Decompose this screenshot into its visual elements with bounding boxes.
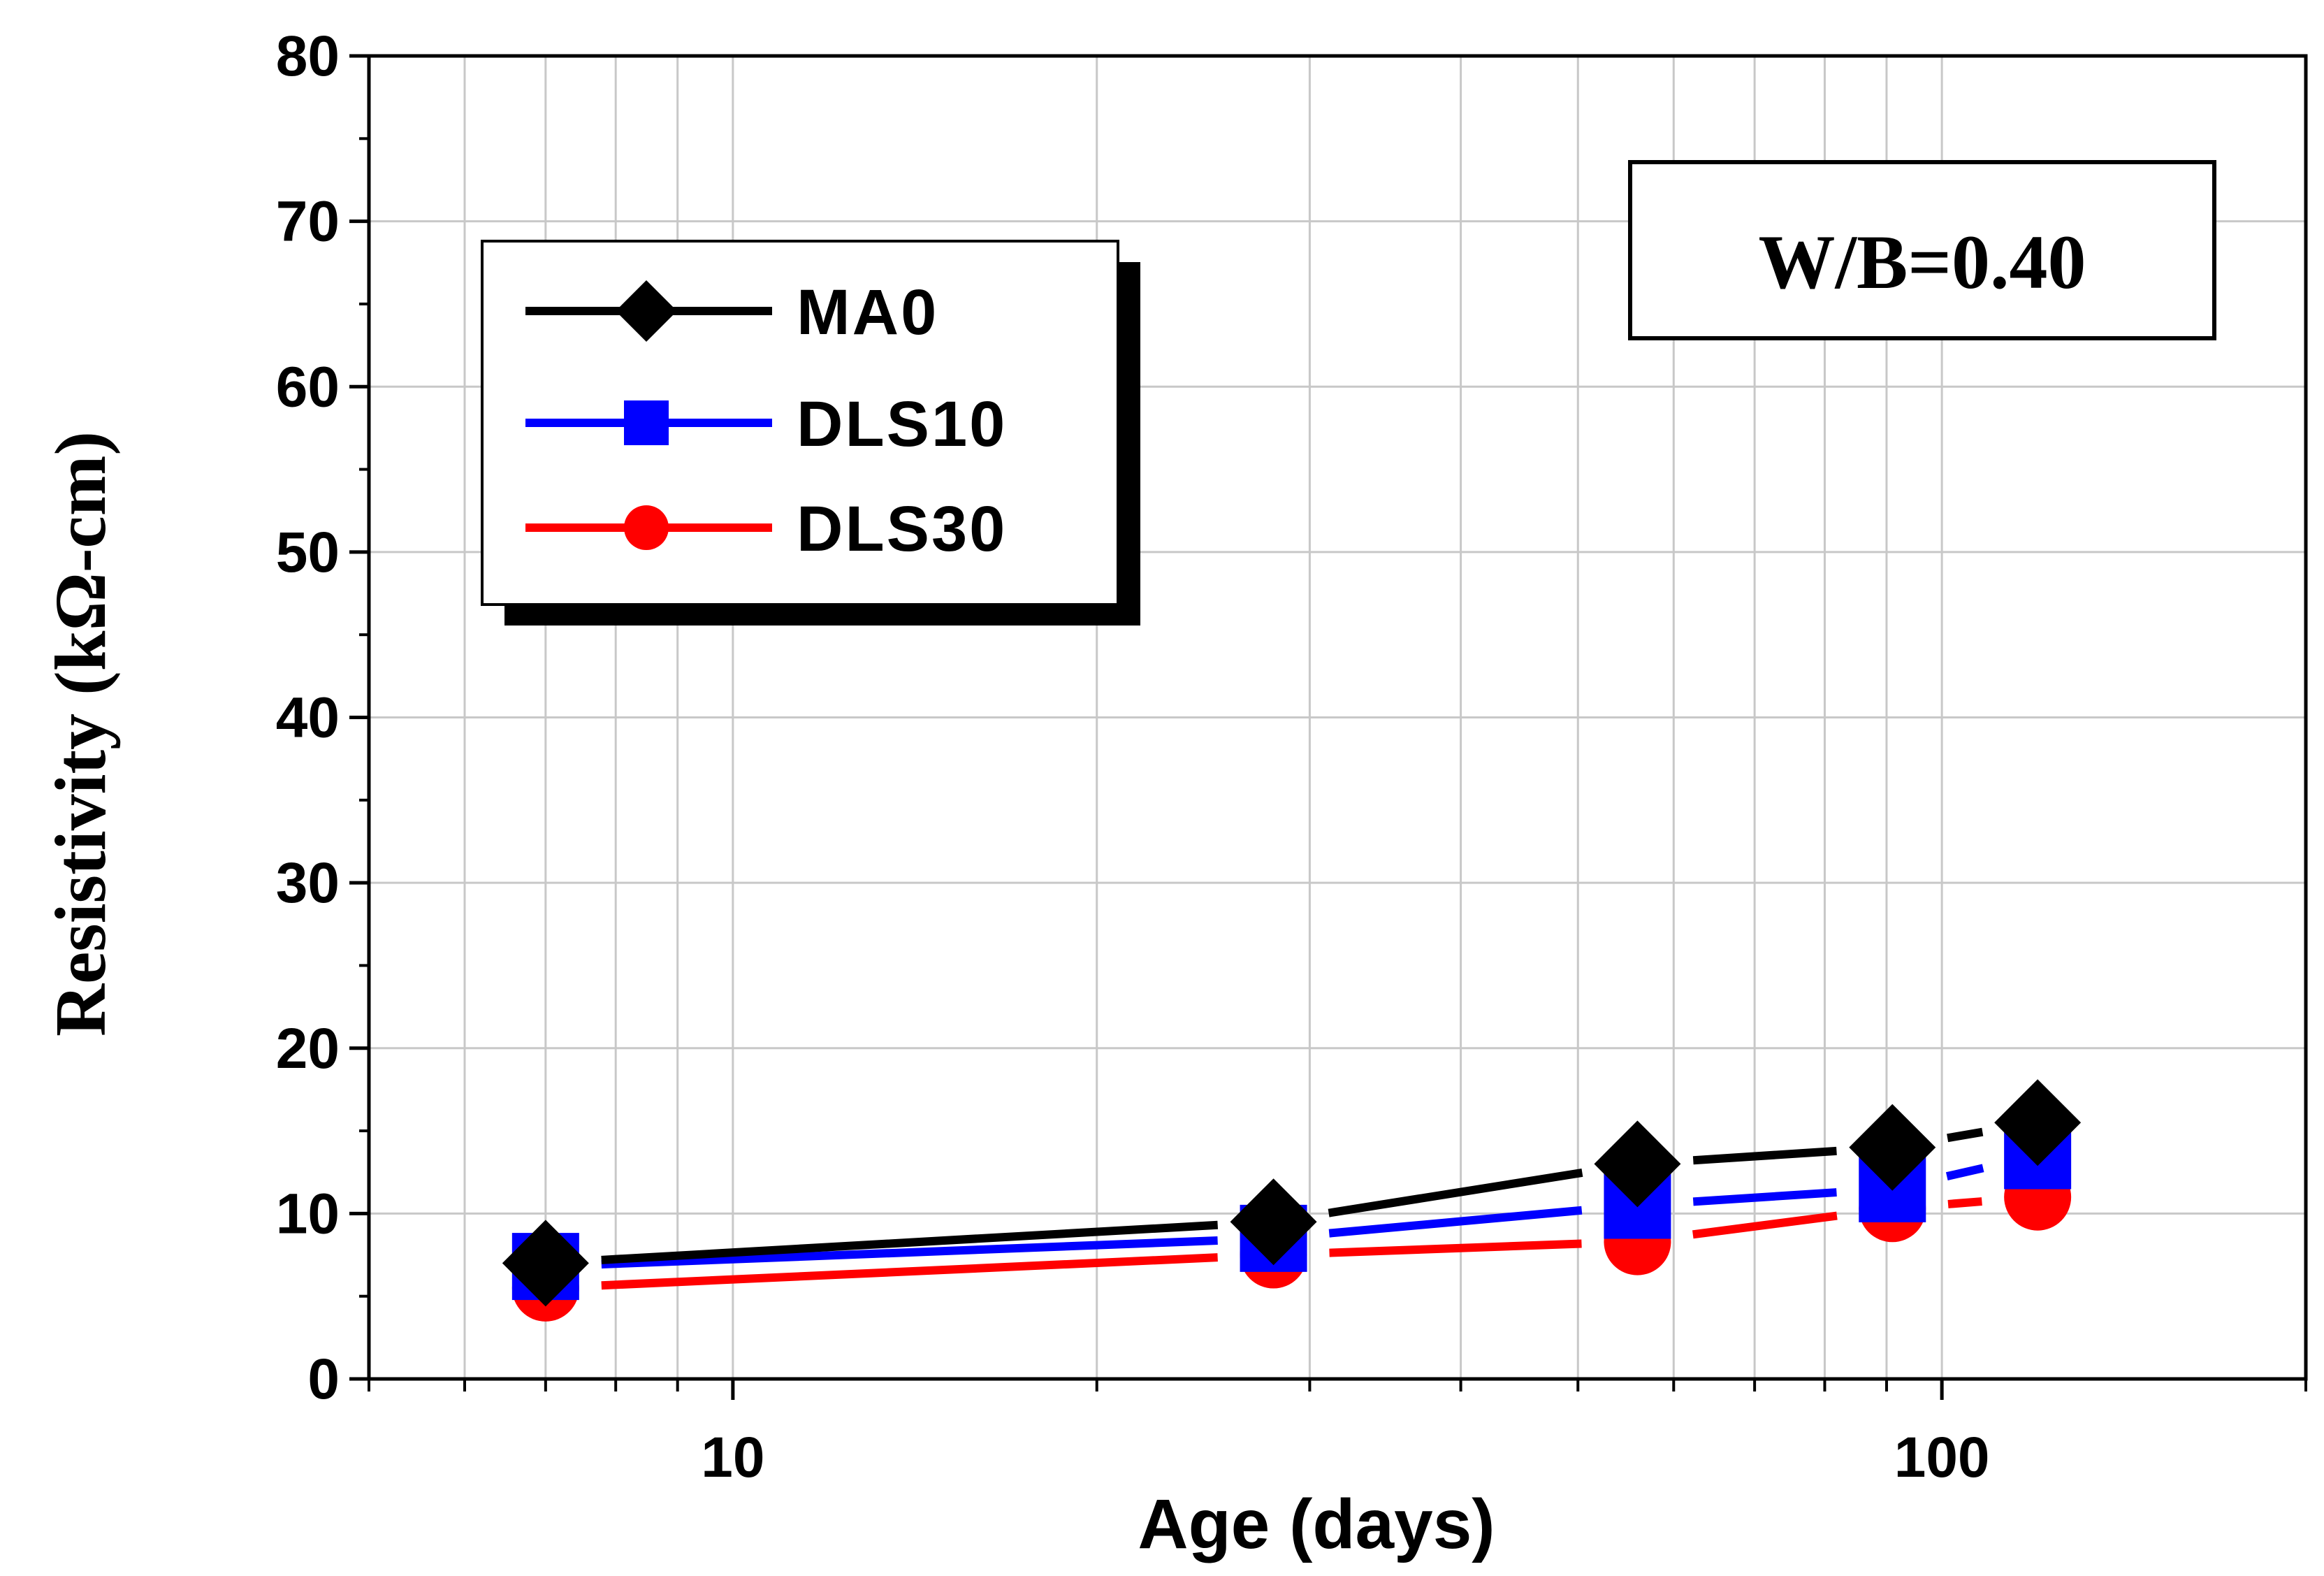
series-line-dls10: [1945, 1164, 1984, 1180]
data-point-ma0: [1594, 1120, 1681, 1208]
annotation-text: W/B=0.40: [1758, 219, 2086, 305]
y-tick-label: 20: [276, 1017, 340, 1080]
series-line-ma0: [601, 1220, 1219, 1264]
data-point-ma0: [1230, 1178, 1317, 1266]
annotation: W/B=0.40: [1628, 160, 2216, 340]
data-point-ma0: [502, 1220, 589, 1307]
legend-label-dls30: DLS30: [797, 493, 1007, 565]
series-layer: [502, 1079, 2082, 1322]
series-line-ma0: [1947, 1127, 1984, 1143]
legend-marker-dls30: [624, 505, 669, 550]
x-tick-label: 10: [701, 1426, 764, 1489]
ticks: 0 10 20 30 40 50 60 70 80 10 100: [276, 24, 2307, 1489]
legend-marker-dls10: [624, 400, 669, 445]
annotation-box: [1628, 160, 2216, 340]
series-line-dls30: [1329, 1239, 1582, 1257]
legend-label-dls10: DLS10: [797, 389, 1007, 460]
data-point-ma0: [1994, 1079, 2082, 1166]
series-line-ma0: [1692, 1146, 1837, 1165]
y-tick-label: 80: [276, 24, 340, 88]
y-tick-label: 50: [276, 521, 340, 584]
data-point-ma0: [1849, 1104, 1936, 1191]
legend-items: MA0 DLS10 DLS30: [525, 277, 1007, 565]
series-line-dls30: [601, 1253, 1218, 1290]
y-axis-title: Resistivity (kΩ-cm): [41, 431, 121, 1036]
legend-marker-ma0: [616, 280, 677, 342]
y-tick-label: 30: [276, 851, 340, 915]
series-line-dls10: [1328, 1206, 1583, 1238]
y-tick-label: 10: [276, 1182, 340, 1245]
y-tick-label: 60: [276, 355, 340, 419]
x-tick-label: 100: [1894, 1426, 1990, 1489]
y-tick-label: 40: [276, 686, 340, 750]
legend-label-ma0: MA0: [797, 277, 938, 348]
series-line-dls30: [1947, 1197, 1982, 1208]
series-line-dls10: [601, 1236, 1218, 1269]
x-axis-title: Age (days): [1138, 1485, 1495, 1563]
series-line-dls30: [1692, 1211, 1838, 1239]
legend: MA0 DLS10 DLS30: [481, 240, 1140, 626]
series-line-dls10: [1692, 1188, 1837, 1206]
y-tick-label: 70: [276, 190, 340, 254]
y-tick-label: 0: [307, 1347, 340, 1411]
series-line-ma0: [1328, 1169, 1583, 1217]
